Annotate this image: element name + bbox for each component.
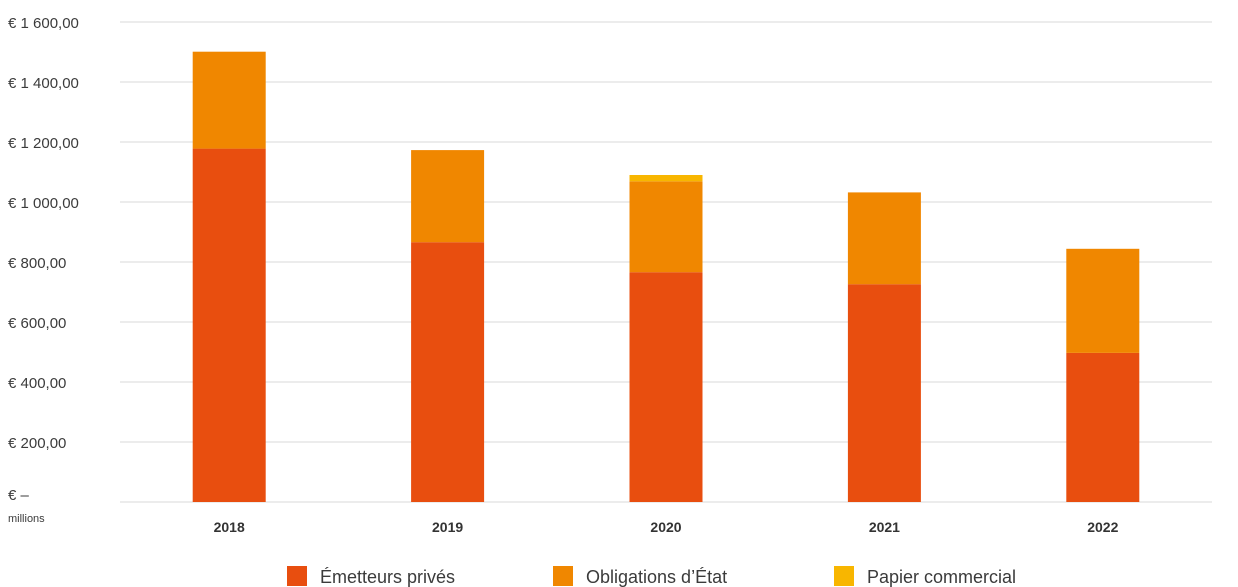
legend-label-1: Émetteurs privés <box>320 567 455 587</box>
y-axis-unit-label: millions <box>8 513 45 525</box>
x-tick-label-2019: 2019 <box>432 519 463 535</box>
y-tick-label: € 800,00 <box>8 255 66 272</box>
y-tick-label: € 1 000,00 <box>8 195 79 212</box>
bar-2019-series-2 <box>411 150 485 243</box>
bar-2020-series-2 <box>629 181 703 273</box>
legend: Émetteurs privés Obligations d’État Papier… <box>287 566 1016 587</box>
y-tick-label: € 1 600,00 <box>8 15 79 32</box>
bar-2020-series-1 <box>629 272 703 502</box>
x-tick-label-2020: 2020 <box>650 519 681 535</box>
x-tick-label-2018: 2018 <box>214 519 245 535</box>
y-axis: millions € – € 200,00 € 400,00 € 600,00 € 80… <box>8 15 79 525</box>
legend-swatch-3 <box>834 566 854 586</box>
x-axis: 2018 2019 2020 2021 2022 <box>214 519 1119 535</box>
y-tick-label: € – <box>8 487 30 504</box>
legend-label-2: Obligations d’État <box>586 567 727 587</box>
y-tick-label: € 400,00 <box>8 375 66 392</box>
legend-label-3: Papier commercial <box>867 567 1016 587</box>
x-tick-label-2021: 2021 <box>869 519 900 535</box>
bar-2018-series-1 <box>192 148 266 502</box>
bar-2021-series-2 <box>847 192 921 285</box>
bar-2022-series-2 <box>1066 248 1140 353</box>
legend-swatch-1 <box>287 566 307 586</box>
y-tick-label: € 600,00 <box>8 315 66 332</box>
y-tick-label: € 200,00 <box>8 435 66 452</box>
y-tick-label: € 1 400,00 <box>8 75 79 92</box>
bar-2022-series-1 <box>1066 352 1140 502</box>
bar-2019-series-1 <box>411 242 485 502</box>
x-tick-label-2022: 2022 <box>1087 519 1118 535</box>
legend-swatch-2 <box>553 566 573 586</box>
y-tick-label: € 1 200,00 <box>8 135 79 152</box>
bar-2018-series-2 <box>192 51 266 149</box>
bar-2020-series-3 <box>629 175 703 182</box>
bars <box>192 51 1140 502</box>
bar-2021-series-1 <box>847 284 921 502</box>
